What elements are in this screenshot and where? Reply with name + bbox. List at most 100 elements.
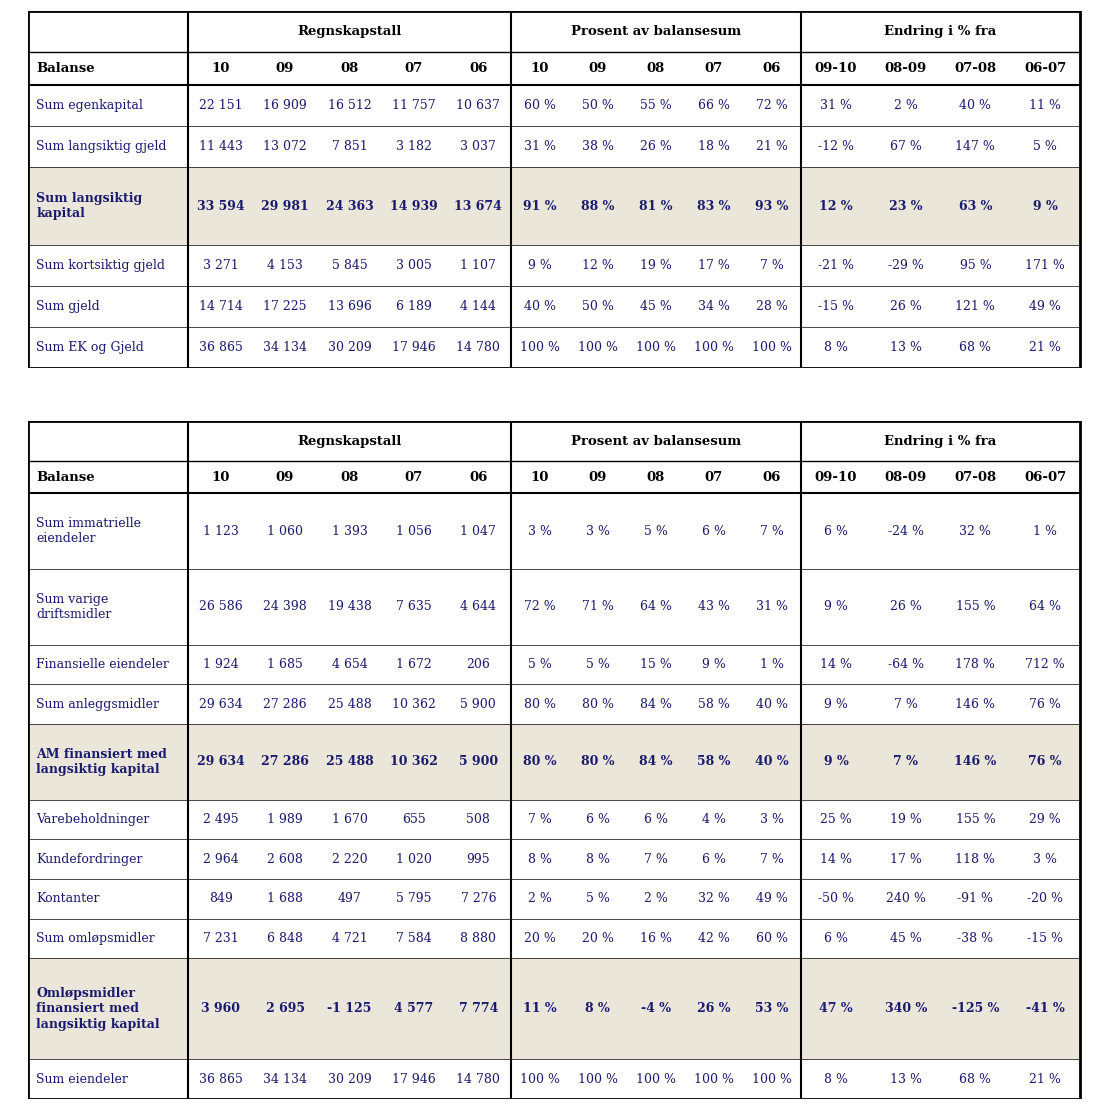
Text: 155 %: 155 % — [955, 813, 995, 826]
Text: Sum varige
driftsmidler: Sum varige driftsmidler — [37, 593, 111, 622]
Text: 29 %: 29 % — [1030, 813, 1061, 826]
Text: 1 672: 1 672 — [396, 658, 431, 672]
Text: 508: 508 — [466, 813, 490, 826]
Text: 47 %: 47 % — [820, 1002, 853, 1016]
Text: -29 %: -29 % — [887, 259, 924, 272]
Text: Sum egenkapital: Sum egenkapital — [37, 99, 143, 112]
Text: 07-08: 07-08 — [954, 62, 996, 75]
Text: Regnskapstall: Regnskapstall — [297, 435, 401, 447]
Text: 5 845: 5 845 — [331, 259, 367, 272]
Text: Sum langsiktig
kapital: Sum langsiktig kapital — [37, 192, 142, 221]
Text: 8 %: 8 % — [824, 341, 848, 354]
Text: 40 %: 40 % — [960, 99, 992, 112]
Text: 6 %: 6 % — [702, 525, 726, 537]
Text: 178 %: 178 % — [955, 658, 995, 672]
Text: 60 %: 60 % — [756, 932, 788, 945]
Text: 38 %: 38 % — [582, 140, 614, 153]
Text: 7 %: 7 % — [894, 698, 917, 710]
Text: 10 362: 10 362 — [391, 698, 436, 710]
Text: 4 654: 4 654 — [331, 658, 367, 672]
Text: 72 %: 72 % — [756, 99, 788, 112]
Text: 30 209: 30 209 — [328, 341, 371, 354]
Text: 6 %: 6 % — [824, 525, 848, 537]
Text: 08: 08 — [340, 62, 358, 75]
Text: -15 %: -15 % — [818, 300, 854, 313]
Text: Sum gjeld: Sum gjeld — [37, 300, 100, 313]
Text: 146 %: 146 % — [955, 698, 995, 710]
Text: 68 %: 68 % — [960, 341, 992, 354]
Text: Finansielle eiendeler: Finansielle eiendeler — [37, 658, 169, 672]
Text: 100 %: 100 % — [578, 1072, 618, 1086]
Text: 1 056: 1 056 — [396, 525, 431, 537]
Text: 49 %: 49 % — [756, 892, 788, 906]
Text: 30 209: 30 209 — [328, 1072, 371, 1086]
Text: 13 %: 13 % — [890, 1072, 922, 1086]
Text: 84 %: 84 % — [639, 756, 673, 768]
Text: Endring i % fra: Endring i % fra — [884, 26, 996, 38]
Text: 4 721: 4 721 — [331, 932, 367, 945]
Text: 712 %: 712 % — [1025, 658, 1065, 672]
Text: 08-09: 08-09 — [884, 471, 926, 484]
Text: 23 %: 23 % — [888, 200, 923, 213]
Text: 9 %: 9 % — [702, 658, 726, 672]
Text: 2 220: 2 220 — [331, 852, 367, 866]
Text: Regnskapstall: Regnskapstall — [297, 26, 401, 38]
Text: -64 %: -64 % — [887, 658, 924, 672]
Text: 32 %: 32 % — [698, 892, 729, 906]
Text: 121 %: 121 % — [955, 300, 995, 313]
Text: 2 964: 2 964 — [202, 852, 238, 866]
Text: -20 %: -20 % — [1027, 892, 1063, 906]
Text: 12 %: 12 % — [820, 200, 853, 213]
Text: 100 %: 100 % — [519, 341, 559, 354]
Text: 26 %: 26 % — [697, 1002, 731, 1016]
Text: 1 047: 1 047 — [460, 525, 496, 537]
Text: 88 %: 88 % — [582, 200, 615, 213]
Text: Endring i % fra: Endring i % fra — [884, 435, 996, 447]
Text: 1 %: 1 % — [1033, 525, 1058, 537]
Text: 45 %: 45 % — [639, 300, 672, 313]
Text: 80 %: 80 % — [523, 756, 556, 768]
Text: 5 %: 5 % — [1033, 140, 1058, 153]
Text: 10 362: 10 362 — [390, 756, 438, 768]
Text: 14 780: 14 780 — [456, 341, 500, 354]
Bar — [28, 958, 1080, 1059]
Text: 4 144: 4 144 — [460, 300, 496, 313]
Text: 10: 10 — [211, 62, 230, 75]
Text: 09-10: 09-10 — [815, 62, 857, 75]
Text: 9 %: 9 % — [824, 756, 848, 768]
Text: Balanse: Balanse — [37, 471, 95, 484]
Text: 07: 07 — [405, 62, 423, 75]
Text: 849: 849 — [209, 892, 232, 906]
Text: 29 634: 29 634 — [199, 698, 242, 710]
Text: 33 594: 33 594 — [197, 200, 245, 213]
Text: 1 688: 1 688 — [267, 892, 304, 906]
Text: Sum anleggsmidler: Sum anleggsmidler — [37, 698, 159, 710]
Text: 11 %: 11 % — [523, 1002, 556, 1016]
Text: 55 %: 55 % — [639, 99, 672, 112]
Text: 118 %: 118 % — [955, 852, 995, 866]
Text: 11 757: 11 757 — [393, 99, 436, 112]
Text: 2 %: 2 % — [644, 892, 668, 906]
Text: 1 060: 1 060 — [267, 525, 304, 537]
Text: 17 225: 17 225 — [264, 300, 307, 313]
Text: 4 153: 4 153 — [267, 259, 302, 272]
Text: 100 %: 100 % — [578, 341, 618, 354]
Text: 93 %: 93 % — [755, 200, 788, 213]
Text: 15 %: 15 % — [639, 658, 672, 672]
Text: 32 %: 32 % — [960, 525, 991, 537]
Text: 66 %: 66 % — [698, 99, 729, 112]
Text: Sum omløpsmidler: Sum omløpsmidler — [37, 932, 155, 945]
Text: -91 %: -91 % — [957, 892, 993, 906]
Text: 22 151: 22 151 — [199, 99, 242, 112]
Text: 100 %: 100 % — [694, 341, 734, 354]
Text: 84 %: 84 % — [639, 698, 672, 710]
Text: 10 637: 10 637 — [456, 99, 500, 112]
Text: 11 443: 11 443 — [199, 140, 242, 153]
Text: 2 %: 2 % — [528, 892, 552, 906]
Text: 1 020: 1 020 — [396, 852, 431, 866]
Text: 1 989: 1 989 — [267, 813, 302, 826]
Text: 20 %: 20 % — [582, 932, 614, 945]
Text: 14 780: 14 780 — [456, 1072, 500, 1086]
Text: 28 %: 28 % — [756, 300, 788, 313]
Text: 36 865: 36 865 — [199, 1072, 242, 1086]
